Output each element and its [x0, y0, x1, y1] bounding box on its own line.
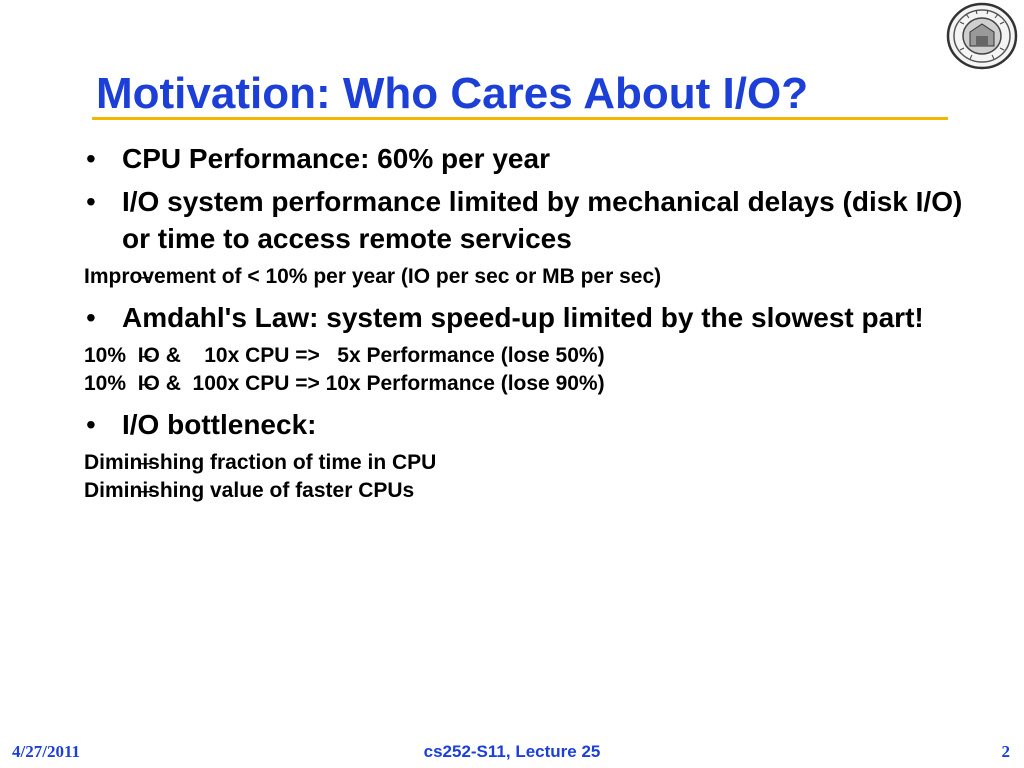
bullet-glyph: •	[86, 143, 96, 174]
sub-bullet-text: Improvement of < 10% per year (IO per se…	[84, 265, 662, 288]
bullet-text: Amdahl's Law: system speed-up limited by…	[122, 302, 924, 333]
sub-bullet-item: – Improvement of < 10% per year (IO per s…	[84, 263, 984, 291]
dash-glyph: –	[140, 479, 152, 502]
bullet-glyph: •	[86, 302, 96, 333]
dash-glyph: –	[140, 372, 152, 395]
sub-bullet-text: 10% IO & 10x CPU => 5x Performance (lose…	[84, 344, 605, 367]
bullet-glyph: •	[86, 409, 96, 440]
title-underline	[92, 117, 948, 120]
slide-title: Motivation: Who Cares About I/O?	[96, 69, 809, 118]
sub-bullet-item: – Diminishing fraction of time in CPU	[84, 449, 984, 477]
bullet-item: • I/O bottleneck: – Diminishing fraction …	[84, 406, 984, 505]
dash-glyph: –	[140, 451, 152, 474]
bullet-text: I/O bottleneck:	[122, 409, 317, 440]
bullet-item: • CPU Performance: 60% per year	[84, 140, 984, 177]
bullet-glyph: •	[86, 186, 96, 217]
sub-bullet-text: Diminishing value of faster CPUs	[84, 479, 415, 502]
footer-course: cs252-S11, Lecture 25	[423, 742, 601, 761]
footer-page-number: 2	[1001, 742, 1011, 761]
sub-bullet-text: Diminishing fraction of time in CPU	[84, 451, 437, 474]
bullet-list: • CPU Performance: 60% per year • I/O syst…	[84, 140, 984, 513]
bullet-text: CPU Performance: 60% per year	[122, 143, 550, 174]
bullet-item: • I/O system performance limited by mecha…	[84, 183, 984, 291]
sub-bullet-text: 10% IO & 100x CPU => 10x Performance (lo…	[84, 372, 605, 395]
bullet-item: • Amdahl's Law: system speed-up limited b…	[84, 299, 984, 398]
dash-glyph: –	[140, 344, 152, 367]
sub-bullet-item: –10% IO & 10x CPU => 5x Performance (los…	[84, 342, 984, 370]
dash-glyph: –	[140, 265, 152, 288]
sub-bullet-item: – Diminishing value of faster CPUs	[84, 477, 984, 505]
footer-date: 4/27/2011	[12, 742, 81, 761]
bullet-text: I/O system performance limited by mechan…	[122, 186, 963, 254]
sub-bullet-item: –10% IO & 100x CPU => 10x Performance (l…	[84, 370, 984, 398]
university-seal-icon	[946, 2, 1018, 70]
